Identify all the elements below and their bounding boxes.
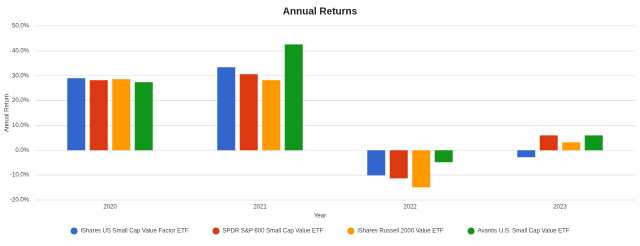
bar [389, 150, 408, 179]
bar [517, 150, 536, 158]
chart-title: Annual Returns [283, 7, 358, 18]
legend-marker [70, 227, 78, 235]
y-tick-label: -20.0% [10, 198, 30, 204]
x-tick-label: 2023 [553, 205, 567, 211]
x-tick-label: 2021 [253, 205, 267, 211]
bar [539, 135, 558, 151]
x-tick-label: 2020 [103, 205, 117, 211]
legend-marker [467, 227, 475, 235]
y-tick-label: 0.0% [15, 148, 29, 154]
bar [67, 78, 86, 151]
bar [367, 150, 386, 176]
y-tick-label: 50.0% [12, 24, 30, 30]
bar [217, 67, 236, 151]
bar [412, 150, 431, 188]
bar [134, 82, 153, 151]
bar [584, 135, 603, 151]
legend-label: Avantis U.S. Small Cap Value ETF [478, 229, 570, 235]
y-tick-label: 40.0% [12, 48, 30, 54]
bar [112, 79, 131, 151]
y-axis-label: Annual Return [5, 94, 11, 132]
y-tick-label: -10.0% [10, 173, 30, 179]
bar [239, 74, 258, 151]
y-tick-label: 10.0% [12, 123, 30, 129]
bar [284, 44, 303, 151]
legend-label: iShares Russell 2000 Value ETF [357, 229, 444, 235]
bar [562, 142, 581, 151]
x-axis-label: Year [314, 214, 326, 220]
bar [434, 150, 453, 163]
y-tick-label: 20.0% [12, 98, 30, 104]
bar [89, 80, 108, 151]
legend-marker [347, 227, 355, 235]
y-tick-label: 30.0% [12, 73, 30, 79]
bar [262, 80, 281, 151]
legend-label: iShares US Small Cap Value Factor ETF [81, 229, 189, 235]
x-tick-label: 2022 [403, 205, 417, 211]
legend-label: SPDR S&P 600 Small Cap Value ETF [223, 229, 324, 235]
legend-marker [212, 227, 220, 235]
